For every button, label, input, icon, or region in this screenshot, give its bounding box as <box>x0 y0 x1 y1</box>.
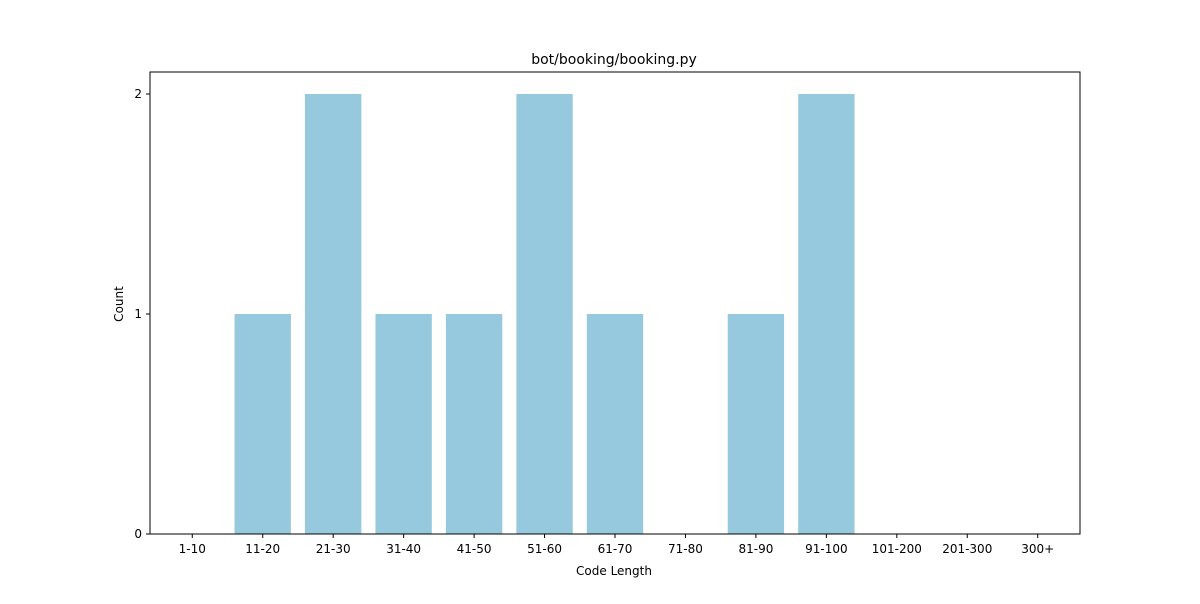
bar-51-60 <box>516 94 573 534</box>
bar-81-90 <box>727 314 785 534</box>
x-tick-label: 101-200 <box>872 542 922 556</box>
bars-layer <box>234 94 855 534</box>
y-axis-ticks: 0 1 2 <box>134 87 150 541</box>
bar-21-30 <box>305 94 362 534</box>
x-tick-label: 31-40 <box>386 542 421 556</box>
y-axis-label: Count <box>112 286 126 322</box>
bar-41-50 <box>445 314 503 534</box>
x-tick-label: 300+ <box>1021 542 1054 556</box>
x-tick-label: 81-90 <box>738 542 773 556</box>
x-tick-label: 11-20 <box>245 542 280 556</box>
x-axis-label: Code Length <box>576 564 652 578</box>
x-tick-label: 21-30 <box>316 542 351 556</box>
bar-91-100 <box>798 94 855 534</box>
x-tick-label: 51-60 <box>527 542 562 556</box>
y-tick-label: 0 <box>134 527 142 541</box>
x-axis-ticks: 1-10 11-20 21-30 31-40 41-50 51-60 61-70 71-80 8… <box>179 534 1054 556</box>
y-tick-label: 1 <box>134 307 142 321</box>
bar-61-70 <box>586 314 644 534</box>
bar-11-20 <box>234 314 291 534</box>
bar-31-40 <box>375 314 432 534</box>
plot-frame <box>149 71 1081 535</box>
x-tick-label: 1-10 <box>179 542 206 556</box>
x-tick-label: 61-70 <box>598 542 633 556</box>
x-tick-label: 201-300 <box>942 542 992 556</box>
x-tick-label: 71-80 <box>668 542 703 556</box>
chart-title: bot/booking/booking.py <box>531 52 697 68</box>
x-tick-label: 41-50 <box>457 542 492 556</box>
x-tick-label: 91-100 <box>805 542 848 556</box>
y-tick-label: 2 <box>134 87 142 101</box>
